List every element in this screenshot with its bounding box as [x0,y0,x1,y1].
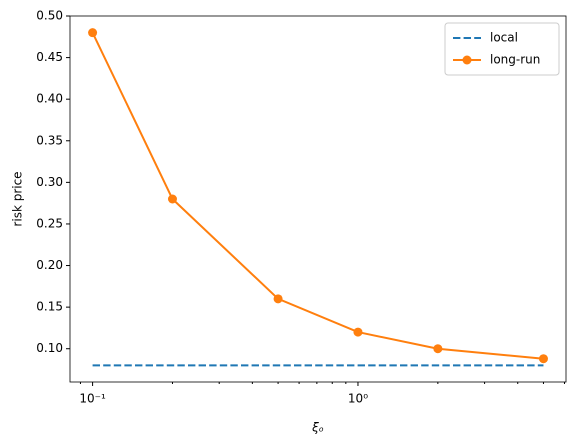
y-tick-label: 0.10 [36,341,63,355]
x-tick-label: 10⁻¹ [79,392,106,406]
legend-box [444,22,560,76]
y-tick-label: 0.45 [36,50,63,64]
series-line [91,32,544,360]
y-tick-label: 0.15 [36,300,63,314]
data-point [167,194,177,204]
data-point [88,28,98,38]
legend-label: long-run [490,53,540,67]
y-axis-label: risk price [11,171,25,226]
legend-label: local [490,31,518,45]
y-tick-label: 0.40 [36,92,63,106]
y-tick-label: 0.35 [36,133,63,147]
data-point [353,327,363,337]
x-tick-label: 10⁰ [348,392,368,406]
y-tick-label: 0.25 [36,216,63,230]
y-tick-label: 0.20 [36,258,63,272]
x-axis-label: ξₒ [311,421,324,435]
plot-frame [69,15,567,383]
data-point [433,344,443,354]
data-point [538,354,548,364]
legend-marker [462,55,472,65]
data-point [273,294,283,304]
y-tick-label: 0.50 [36,9,63,23]
y-tick-label: 0.30 [36,175,63,189]
